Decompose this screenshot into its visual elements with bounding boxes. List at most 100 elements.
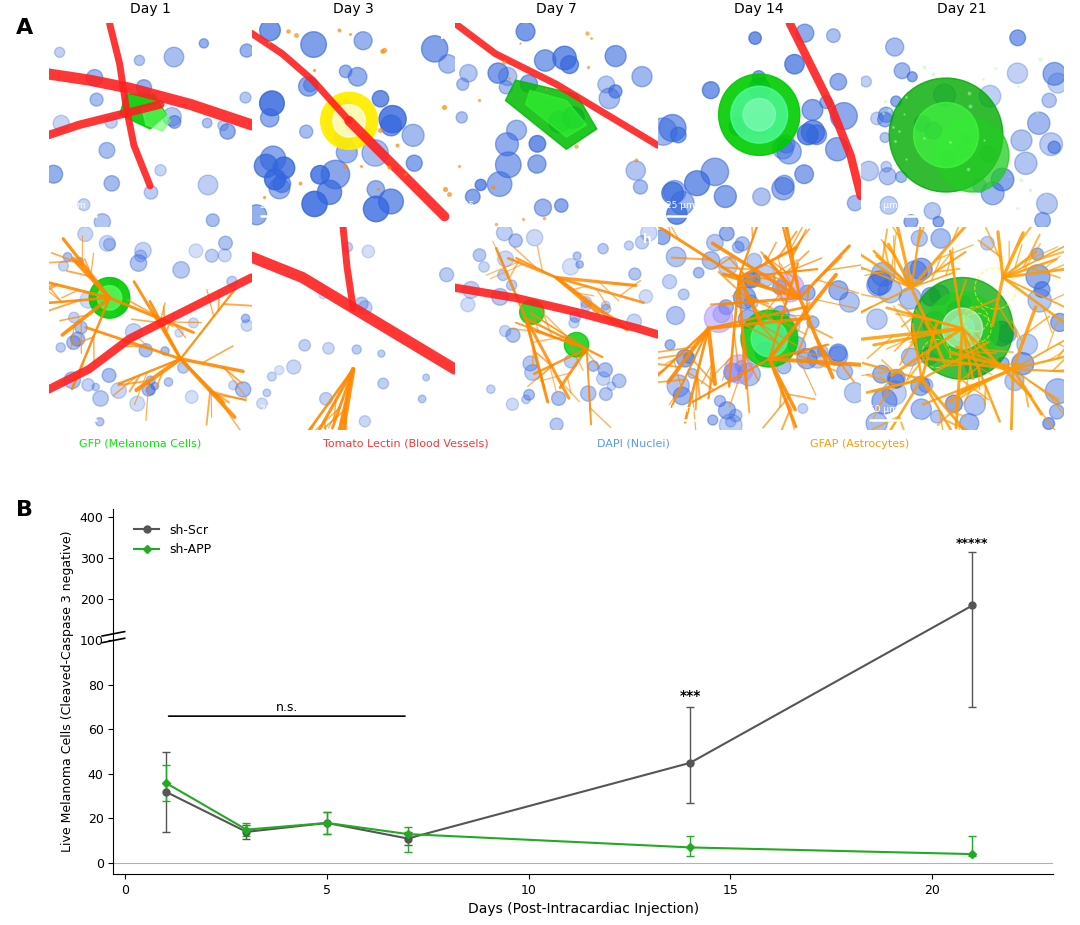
Circle shape [555,199,568,212]
Circle shape [777,140,801,164]
Text: c: c [645,30,651,43]
Circle shape [218,236,232,250]
Circle shape [718,74,800,155]
Circle shape [801,120,824,143]
Circle shape [731,86,787,143]
Circle shape [1050,404,1064,419]
Circle shape [609,85,622,98]
Circle shape [982,182,1004,204]
Circle shape [961,134,971,144]
Circle shape [839,292,860,312]
Circle shape [235,382,251,397]
Circle shape [311,166,329,184]
Circle shape [269,178,289,199]
Circle shape [286,360,300,374]
Circle shape [714,186,737,207]
Circle shape [673,388,691,405]
Circle shape [143,383,154,396]
Circle shape [529,135,545,152]
Circle shape [605,45,626,67]
Circle shape [76,257,83,265]
Circle shape [241,320,253,331]
Circle shape [341,113,357,129]
Circle shape [747,253,761,268]
Circle shape [205,249,218,262]
Circle shape [596,372,610,386]
Circle shape [318,180,341,204]
Circle shape [881,162,891,172]
Circle shape [666,306,685,325]
Circle shape [629,268,640,280]
Polygon shape [526,91,586,137]
Circle shape [348,68,367,86]
Circle shape [299,339,310,352]
Circle shape [718,256,738,276]
Circle shape [521,75,538,92]
Circle shape [378,378,389,388]
Circle shape [676,350,693,367]
Circle shape [659,115,686,142]
Circle shape [743,98,775,131]
Circle shape [363,196,389,222]
Circle shape [775,274,804,302]
Circle shape [599,88,620,108]
Circle shape [509,234,523,247]
Circle shape [1048,142,1061,154]
Text: g: g [440,233,448,246]
Circle shape [168,116,180,129]
Circle shape [526,229,543,246]
Circle shape [535,199,552,216]
Circle shape [837,364,852,379]
Circle shape [146,386,156,395]
Circle shape [323,342,334,354]
Circle shape [738,364,760,386]
Polygon shape [505,80,597,149]
Circle shape [889,373,904,388]
Circle shape [831,73,847,90]
Circle shape [753,188,770,205]
Circle shape [753,70,765,83]
Circle shape [910,258,932,280]
Circle shape [299,77,319,96]
Circle shape [565,332,589,357]
Circle shape [1043,418,1054,429]
Circle shape [78,227,93,241]
Circle shape [980,85,1001,107]
Circle shape [947,302,968,323]
Circle shape [581,386,596,401]
Text: Tomato Lectin (Blood Vessels): Tomato Lectin (Blood Vessels) [323,439,488,449]
Circle shape [946,312,961,327]
Circle shape [980,145,996,162]
Circle shape [848,195,863,211]
Circle shape [662,182,684,204]
Text: DAPI (Nuclei): DAPI (Nuclei) [597,439,670,449]
Circle shape [1004,372,1024,390]
Circle shape [569,318,579,328]
Circle shape [1040,133,1063,155]
Circle shape [902,348,919,366]
Circle shape [667,375,689,397]
Circle shape [665,339,675,350]
Circle shape [475,179,486,191]
Circle shape [1026,265,1050,289]
Circle shape [418,395,426,402]
Circle shape [164,377,173,387]
Circle shape [826,29,840,43]
Circle shape [777,360,791,374]
Circle shape [125,324,141,340]
Circle shape [598,243,608,253]
Circle shape [496,133,518,155]
Circle shape [719,226,734,240]
Circle shape [798,403,808,413]
Circle shape [104,176,120,191]
Circle shape [94,299,107,311]
Circle shape [907,72,917,81]
Circle shape [607,382,616,390]
Circle shape [632,67,652,87]
Circle shape [496,152,521,178]
Circle shape [524,389,535,401]
Circle shape [94,214,110,230]
Circle shape [519,300,544,325]
Circle shape [1043,63,1066,85]
Circle shape [878,112,892,127]
